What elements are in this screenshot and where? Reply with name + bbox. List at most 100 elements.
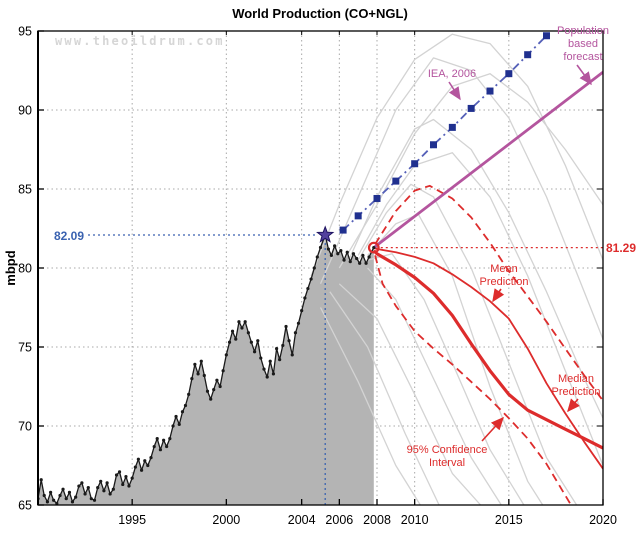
- axis-ticks: [38, 30, 604, 506]
- mean-arrow: [492, 288, 505, 303]
- population-label-line1: Population: [557, 25, 609, 37]
- historical-point-marker: [199, 359, 203, 363]
- historical-point-marker: [265, 375, 269, 379]
- historical-point-marker: [252, 350, 257, 354]
- historical-point-marker: [329, 253, 334, 257]
- population-label-line2: based: [568, 38, 598, 50]
- mean-label: Mean Prediction: [480, 263, 529, 288]
- last-point-circle-marker: [367, 241, 380, 254]
- historical-point-marker: [268, 359, 272, 363]
- historical-point-marker: [61, 487, 65, 491]
- x-tick-labels: 1995 2000 2004 2006 2008 2010 2015 2020: [118, 513, 617, 527]
- mean-label-line2: Prediction: [480, 276, 529, 288]
- y-tick-labels: 65 70 75 80 85 90 95: [18, 25, 32, 513]
- historical-point-marker: [345, 250, 349, 254]
- scenario-line: [319, 57, 603, 340]
- historical-point-marker: [52, 498, 56, 502]
- historical-point-marker: [139, 468, 144, 472]
- ci-label-line1: 95% Confidence: [407, 444, 488, 456]
- scenario-line: [319, 307, 421, 505]
- historical-point-marker: [193, 362, 197, 366]
- historical-point-marker: [249, 340, 253, 344]
- historical-point-marker: [124, 474, 128, 479]
- historical-point-marker: [237, 320, 241, 324]
- population-arrow: [576, 64, 592, 86]
- x-tick-label: 2000: [212, 513, 240, 527]
- historical-point-marker: [227, 340, 232, 344]
- iea-square-marker: [448, 123, 456, 131]
- historical-point-marker: [202, 373, 206, 378]
- historical-point-marker: [42, 493, 46, 498]
- y-tick-label: 65: [18, 499, 32, 513]
- iea-square-marker: [354, 212, 362, 220]
- historical-point-marker: [121, 482, 125, 487]
- historical-point-marker: [96, 486, 100, 490]
- historical-point-marker: [212, 388, 216, 392]
- median-label: Median Prediction: [552, 373, 601, 398]
- ci-upper-line: [374, 184, 603, 402]
- scenario-line: [367, 267, 502, 505]
- historical-point-marker: [136, 457, 140, 461]
- historical-point-marker: [49, 490, 53, 494]
- historical-point-marker: [58, 493, 62, 498]
- historical-point-marker: [105, 481, 109, 485]
- y-tick-label: 95: [18, 25, 32, 39]
- historical-point-marker: [296, 321, 301, 325]
- y-tick-label: 85: [18, 183, 32, 197]
- historical-point-marker: [367, 255, 371, 259]
- ci-curves: [374, 184, 603, 505]
- iea-square-marker: [430, 141, 437, 149]
- historical-point-marker: [355, 256, 359, 261]
- historical-point-marker: [190, 377, 194, 381]
- historical-point-marker: [315, 255, 319, 259]
- historical-point-marker: [218, 384, 222, 389]
- iea-square-marker: [411, 160, 419, 168]
- watermark-text: www.theoildrum.com: [55, 34, 225, 48]
- scenario-line: [367, 213, 544, 505]
- historical-point-marker: [127, 484, 131, 488]
- historical-point-marker: [281, 343, 285, 348]
- y-tick-label: 70: [18, 420, 32, 434]
- historical-point-marker: [271, 372, 276, 376]
- historical-point-marker: [221, 369, 225, 373]
- historical-point-marker: [293, 331, 298, 335]
- historical-point-marker: [240, 326, 244, 330]
- scenario-line: [329, 291, 440, 505]
- historical-point-marker: [243, 320, 247, 324]
- historical-point-marker: [205, 389, 210, 393]
- y-tick-label: 75: [18, 341, 32, 355]
- historical-point-marker: [234, 337, 238, 341]
- historical-point-marker: [215, 378, 219, 382]
- iea-square-marker: [505, 70, 513, 78]
- population-line: [372, 70, 603, 249]
- historical-point-marker: [364, 261, 368, 265]
- historical-point-marker: [108, 492, 112, 496]
- historical-point-marker: [183, 403, 188, 408]
- axis-frame: 1995 2000 2004 2006 2008 2010 2015 2020 65 70 75 8…: [18, 25, 617, 528]
- iea-square-marker: [524, 51, 532, 59]
- historical-point-marker: [102, 489, 106, 493]
- historical-point-marker: [64, 497, 68, 501]
- x-tick-label: 2015: [495, 513, 523, 527]
- y-axis-label: mbpd: [3, 250, 18, 285]
- iea-square-marker: [373, 194, 381, 202]
- historical-point-marker: [287, 339, 291, 343]
- peak-star-marker: [316, 225, 335, 243]
- population-label-line3: forecast: [563, 51, 602, 63]
- historical-point-marker: [372, 246, 376, 250]
- historical-point-marker: [92, 498, 97, 502]
- historical-point-marker: [158, 448, 163, 452]
- historical-point-marker: [333, 244, 337, 248]
- historical-point-marker: [336, 252, 340, 256]
- historical-point-marker: [224, 353, 228, 357]
- historical-point-marker: [209, 397, 213, 401]
- historical-point-marker: [180, 410, 185, 414]
- historical-point-marker: [77, 484, 81, 488]
- x-tick-label: 2008: [363, 513, 391, 527]
- ci-label-line2: Interval: [429, 457, 465, 469]
- historical-point-marker: [318, 245, 323, 250]
- median-label-line1: Median: [558, 373, 594, 385]
- median-line: [372, 249, 603, 450]
- historical-point-marker: [152, 444, 156, 449]
- y-tick-label: 80: [18, 262, 32, 276]
